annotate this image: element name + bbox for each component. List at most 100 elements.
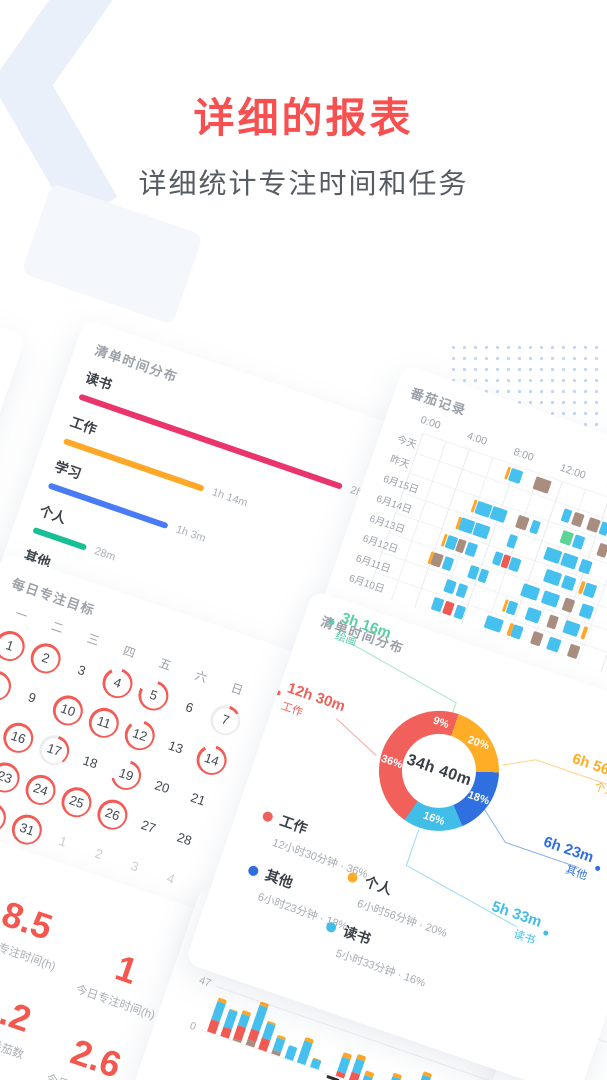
time-axis-label: 8:00 — [511, 445, 536, 464]
tomato-block — [543, 546, 563, 565]
gantt-row-label: 今天 — [395, 434, 418, 452]
day-number: 17 — [45, 740, 64, 760]
tomato-block — [582, 582, 598, 599]
legend-dot — [346, 871, 359, 884]
stat-item: 8.5 本周专注时间(h) — [0, 890, 72, 974]
day-number: 3 — [75, 661, 88, 679]
tomato-block — [508, 556, 522, 573]
day-number: 24 — [31, 779, 50, 799]
tomato-block — [520, 583, 541, 602]
day-number: 13 — [166, 737, 186, 757]
stacked-bar — [361, 1070, 375, 1080]
tomato-block — [572, 534, 586, 550]
bar-segment — [258, 1037, 271, 1052]
tomato-block — [560, 574, 577, 592]
day-number: 12 — [130, 725, 150, 745]
stat-item: 1 今日专注时间(h) — [74, 939, 172, 1023]
day-number: 5 — [147, 686, 160, 704]
tomato-block — [507, 467, 524, 485]
day-number: 4 — [164, 870, 177, 887]
bar-segment — [284, 1044, 298, 1061]
tomato-block — [580, 626, 589, 640]
tomato-block — [441, 555, 455, 572]
day-number: 7 — [219, 711, 232, 729]
day-number: 1 — [4, 637, 16, 654]
y-axis-tick: 0 — [188, 1019, 198, 1034]
day-number: 18 — [81, 752, 100, 772]
gantt-row-label: 昨天 — [388, 454, 411, 471]
tomato-block — [559, 529, 574, 546]
tomato-block — [561, 597, 576, 614]
tomato-block — [598, 521, 607, 537]
day-number: 2 — [93, 845, 105, 863]
list-time-donut-card: 清单时间分布 34h 40m 9% 20% 18% 16% 36% 3h 16m 绘画 6h 5… — [184, 590, 607, 1080]
tomato-block — [570, 511, 585, 528]
tomato-block — [524, 606, 542, 624]
day-number: 26 — [103, 804, 122, 824]
day-number: 14 — [202, 750, 222, 769]
stacked-bar — [386, 1072, 403, 1080]
bar-time-label: 28m — [92, 545, 117, 564]
day-number: 28 — [175, 829, 194, 849]
day-number: 25 — [67, 792, 86, 812]
day-number: 19 — [116, 764, 136, 784]
tomato-block — [585, 516, 601, 533]
day-number: 16 — [9, 727, 28, 747]
stat-item: 2.6今日完成番茄数 — [44, 1029, 140, 1080]
tomato-block — [560, 552, 579, 570]
tomato-block — [545, 614, 560, 630]
legend-dot — [261, 810, 275, 823]
time-axis-label: 4:00 — [465, 429, 489, 448]
day-number: 3 — [128, 857, 141, 875]
stat-item: 91.2 本周完成番茄数 — [0, 978, 40, 1063]
stacked-bar — [271, 1034, 287, 1057]
tomato-block — [455, 582, 469, 599]
day-number: 20 — [152, 777, 172, 797]
day-number: 4 — [111, 674, 124, 691]
chevron-decoration — [0, 0, 118, 224]
page-subtitle: 详细统计专注时间和任务 — [138, 168, 469, 199]
donut-chart: 34h 40m 9% 20% 18% 16% 36% 3h 16m 绘画 6h 56m 个人 6h … — [195, 590, 607, 1056]
stacked-bar — [284, 1044, 298, 1061]
tomato-block — [489, 505, 508, 524]
stat-value: 2.6 — [65, 1030, 127, 1080]
time-axis-label: 12:00 — [558, 461, 588, 482]
day-number: 31 — [17, 819, 37, 839]
time-axis-label: 0:00 — [418, 413, 443, 432]
tomato-block — [472, 522, 491, 540]
tomato-block — [562, 619, 581, 637]
hero-header: 详细的报表 详细统计专注时间和任务 — [0, 0, 607, 202]
day-number: 6 — [183, 699, 196, 716]
tomato-block — [442, 600, 455, 616]
day-number: 10 — [58, 700, 78, 720]
day-number: 2 — [39, 649, 52, 667]
tomato-block — [443, 578, 458, 595]
day-number: 11 — [95, 713, 113, 732]
y-axis-tick: 47 — [197, 974, 213, 990]
day-number: 21 — [188, 789, 208, 809]
bar-time-label: 1h 3m — [174, 523, 208, 545]
tomato-block — [477, 568, 490, 584]
tomato-block — [543, 568, 563, 587]
tomato-block — [577, 558, 593, 575]
tomato-block — [596, 542, 607, 558]
tomato-block — [515, 514, 530, 531]
tomato-block — [541, 590, 561, 608]
page-title: 详细的报表 — [193, 95, 414, 141]
tomato-block — [483, 614, 504, 633]
bar-segment — [206, 1018, 220, 1035]
tomato-block — [566, 643, 581, 660]
legend-dot — [324, 920, 338, 934]
callout-lines — [336, 642, 607, 928]
tomato-block — [545, 636, 562, 653]
day-number: 27 — [139, 817, 158, 836]
day-number: 1 — [57, 833, 69, 850]
tomato-block — [532, 476, 552, 494]
legend-dot — [246, 864, 260, 878]
stacked-bar — [412, 1070, 432, 1080]
tomato-block — [578, 603, 595, 620]
tomato-block — [452, 604, 467, 620]
day-number: 9 — [26, 689, 38, 706]
tomato-block — [529, 630, 544, 647]
